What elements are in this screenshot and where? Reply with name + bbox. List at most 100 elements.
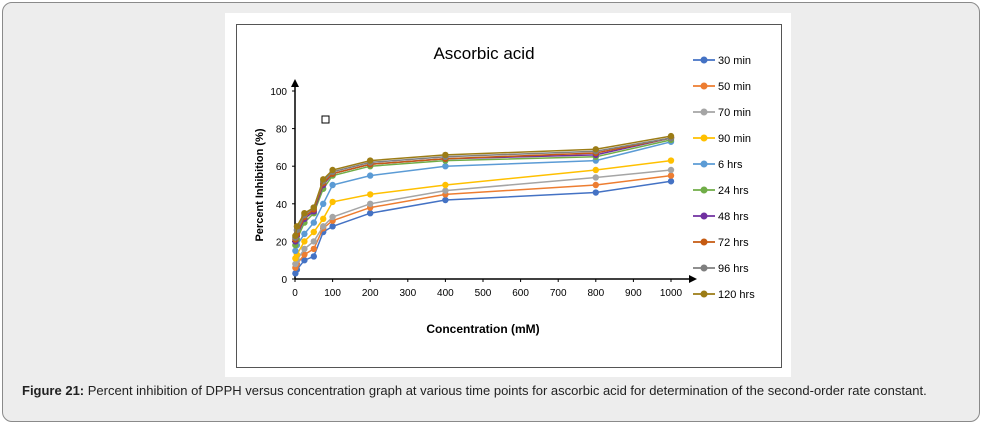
- data-point: [329, 213, 336, 221]
- y-tick-label: 80: [276, 125, 288, 136]
- data-point: [442, 187, 449, 194]
- data-point: [592, 166, 599, 174]
- data-point: [667, 178, 675, 185]
- series-line-24-hrs: [294, 139, 672, 246]
- data-point: [592, 174, 599, 181]
- data-point: [329, 181, 336, 189]
- data-point: [292, 232, 299, 239]
- caption-text: Percent inhibition of DPPH versus concen…: [87, 383, 927, 398]
- legend-label: 48 hrs: [718, 211, 749, 223]
- x-tick-label: 400: [437, 288, 454, 299]
- legend-label: 90 min: [718, 133, 751, 145]
- legend-marker: [700, 134, 708, 142]
- series-line-30-min: [294, 180, 672, 274]
- data-point: [301, 245, 308, 253]
- data-point: [329, 198, 336, 206]
- data-point: [320, 223, 327, 230]
- legend-label: 96 hrs: [718, 263, 749, 275]
- y-tick-label: 100: [270, 87, 287, 98]
- data-point: [293, 223, 301, 230]
- y-tick-label: 0: [281, 275, 287, 286]
- x-tick-label: 500: [475, 288, 492, 299]
- data-point: [320, 176, 327, 183]
- x-axis-label: Concentration (mM): [426, 322, 539, 336]
- legend-marker: [700, 108, 708, 116]
- legend-marker: [700, 264, 708, 272]
- legend-label: 24 hrs: [718, 185, 749, 197]
- data-point: [667, 132, 675, 140]
- x-tick-label: 0: [292, 288, 298, 299]
- legend-label: 120 hrs: [718, 289, 755, 301]
- data-point: [442, 181, 449, 189]
- data-point: [320, 200, 327, 207]
- data-point: [667, 172, 675, 179]
- y-axis-label: Percent Inhibition (%): [254, 128, 266, 241]
- series-line-120-hrs: [294, 135, 672, 236]
- data-point: [592, 189, 599, 196]
- x-tick-label: 800: [587, 288, 604, 299]
- figure-caption: Figure 21: Percent inhibition of DPPH ve…: [22, 382, 962, 399]
- data-point: [310, 253, 317, 260]
- data-point: [292, 247, 299, 254]
- x-tick-label: 1000: [660, 288, 683, 299]
- series-line-72-hrs: [294, 137, 672, 240]
- data-point: [301, 251, 308, 258]
- data-point: [367, 157, 374, 164]
- data-point: [320, 215, 327, 223]
- legend-label: 30 min: [718, 55, 751, 67]
- y-tick-label: 60: [276, 162, 288, 173]
- series-line-96-hrs: [294, 137, 672, 238]
- data-point: [329, 223, 336, 230]
- data-point: [301, 238, 308, 245]
- x-tick-label: 300: [399, 288, 416, 299]
- x-axis-arrow: [689, 275, 697, 283]
- chart-title: Ascorbic acid: [433, 44, 534, 63]
- data-point: [367, 172, 374, 179]
- data-point: [310, 219, 317, 226]
- data-point: [442, 151, 449, 159]
- data-point: [592, 181, 599, 189]
- series-line-6-hrs: [294, 141, 672, 251]
- x-tick-label: 700: [550, 288, 567, 299]
- x-tick-label: 200: [362, 288, 379, 299]
- legend-marker: [700, 56, 708, 64]
- x-tick-label: 100: [324, 288, 341, 299]
- caption-label: Figure 21:: [22, 383, 85, 398]
- figure-card: Ascorbic acid 0 20 40 60 80 100 0 100 200 300 400 50…: [2, 2, 980, 422]
- legend-marker: [700, 238, 708, 246]
- data-point: [301, 257, 308, 264]
- legend-label: 72 hrs: [718, 237, 749, 249]
- plot-marker-square: [321, 115, 330, 124]
- data-point: [310, 204, 317, 211]
- series-line-90-min: [294, 159, 672, 259]
- series-line-70-min: [294, 169, 672, 265]
- data-point: [329, 166, 336, 174]
- legend-marker: [700, 82, 708, 90]
- legend-marker: [700, 212, 708, 220]
- legend-marker: [700, 160, 708, 168]
- data-point: [310, 228, 317, 236]
- data-point: [301, 230, 308, 238]
- data-point: [310, 245, 317, 253]
- y-tick-label: 40: [276, 200, 288, 211]
- data-point: [667, 157, 675, 164]
- figure-image: Ascorbic acid 0 20 40 60 80 100 0 100 200 300 400 50…: [225, 13, 791, 377]
- legend-label: 70 min: [718, 107, 751, 119]
- data-point: [442, 196, 449, 204]
- data-point: [667, 166, 675, 174]
- data-point: [301, 210, 308, 217]
- data-point: [367, 210, 374, 217]
- data-point: [442, 163, 449, 170]
- y-tick-label: 20: [276, 237, 288, 248]
- x-tick-label: 900: [625, 288, 642, 299]
- data-point: [367, 191, 374, 198]
- legend-marker: [700, 186, 708, 194]
- legend-marker: [700, 290, 708, 298]
- series-line-50-min: [294, 174, 672, 268]
- data-point: [310, 238, 317, 245]
- x-tick-label: 600: [512, 288, 529, 299]
- y-axis-arrow: [291, 79, 299, 87]
- legend-label: 50 min: [718, 81, 751, 93]
- data-point: [367, 200, 374, 207]
